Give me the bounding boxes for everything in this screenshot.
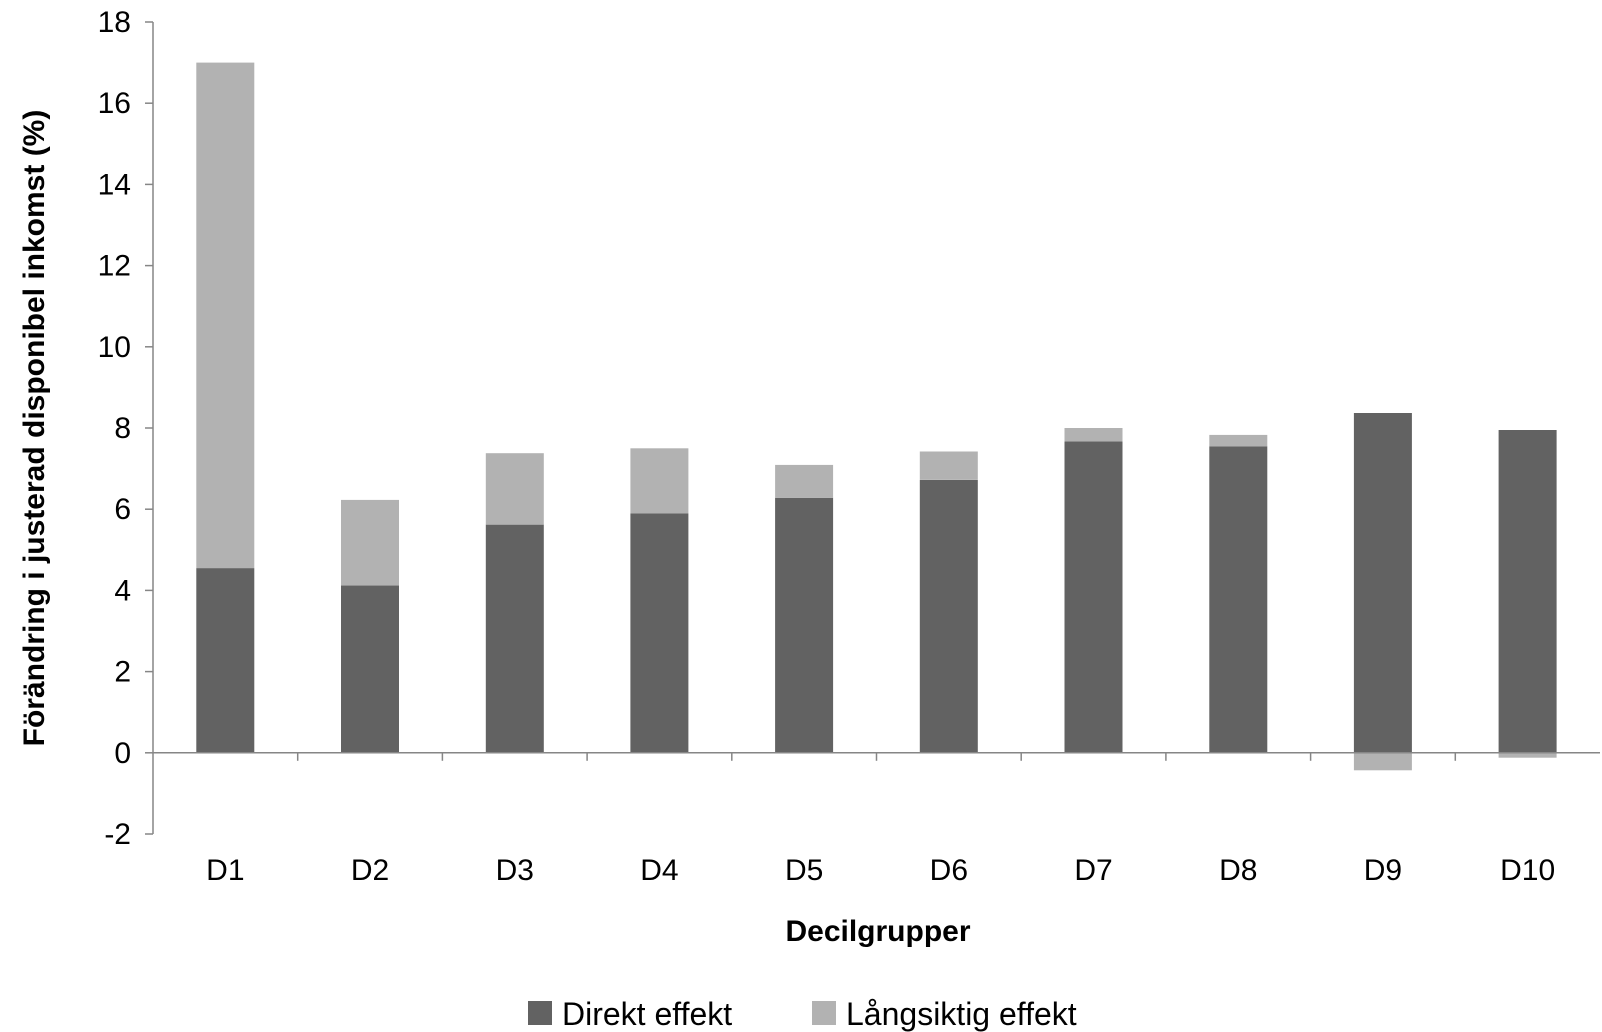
- legend-item-1: Direkt effekt: [528, 996, 732, 1032]
- x-tick-label-d7: D7: [1074, 854, 1112, 887]
- bar-d6-series-2: [919, 451, 978, 480]
- bar-d8-series-2: [1209, 434, 1268, 447]
- y-tick-label: 0: [114, 737, 131, 770]
- y-tick-label: 10: [98, 331, 131, 364]
- legend-label: Långsiktig effekt: [846, 996, 1077, 1032]
- bar-d9-series-1: [1353, 413, 1412, 753]
- legend: Direkt effekt Långsiktig effekt: [528, 996, 1077, 1032]
- x-tick-label-d5: D5: [785, 854, 823, 887]
- bar-d4-series-1: [630, 513, 689, 753]
- legend-item-2: Långsiktig effekt: [812, 996, 1077, 1032]
- x-tick-label-d2: D2: [351, 854, 389, 887]
- bar-d7-series-1: [1064, 441, 1123, 753]
- legend-swatch: [812, 1001, 836, 1025]
- y-tick-label: 6: [114, 493, 131, 526]
- bar-d8-series-1: [1209, 446, 1268, 753]
- y-tick-label: 16: [98, 87, 131, 120]
- x-tick-label-d6: D6: [930, 854, 968, 887]
- bar-d2-series-1: [341, 585, 399, 753]
- y-tick-label: 2: [114, 656, 131, 689]
- bar-d3-series-2: [485, 453, 544, 525]
- bar-d9-series-2: [1353, 752, 1412, 771]
- bar-d7-series-2: [1064, 428, 1123, 442]
- bar-d5-series-1: [775, 497, 834, 753]
- y-tick-label: -2: [104, 818, 131, 851]
- x-tick-label-d4: D4: [640, 854, 678, 887]
- bar-d6-series-1: [919, 480, 978, 753]
- x-tick-label-d9: D9: [1364, 854, 1402, 887]
- bar-d10-series-2: [1498, 752, 1557, 758]
- y-axis-title: Förändring i justerad disponibel inkomst…: [18, 110, 51, 747]
- y-tick-label: 14: [98, 168, 131, 201]
- bar-d5-series-2: [775, 464, 834, 498]
- y-tick-label: 12: [98, 250, 131, 283]
- y-tick-label: 4: [114, 574, 131, 607]
- bar-d3-series-1: [485, 524, 544, 753]
- bar-d2-series-2: [341, 499, 399, 586]
- bar-d1-series-1: [196, 568, 255, 753]
- axes-group: [145, 21, 1600, 835]
- y-tick-label: 18: [98, 6, 131, 39]
- x-tick-label-d1: D1: [206, 854, 244, 887]
- x-tick-label-d10: D10: [1500, 854, 1555, 887]
- legend-swatch: [528, 1001, 552, 1025]
- y-tick-label: 8: [114, 412, 131, 445]
- bar-d4-series-2: [630, 448, 689, 514]
- bar-d1-series-2: [196, 62, 255, 569]
- legend-label: Direkt effekt: [562, 996, 732, 1032]
- x-tick-label-d3: D3: [496, 854, 534, 887]
- bars-group: [196, 62, 1557, 771]
- bar-d10-series-1: [1498, 430, 1557, 753]
- tick-labels-group: -2 0 2 4 6 8 10 12 14 16 18 D1 D2 D3 D4 D5 D6 D7 D8 D9 D10: [98, 6, 1556, 887]
- x-tick-label-d8: D8: [1219, 854, 1257, 887]
- x-axis-title: Decilgrupper: [785, 915, 970, 948]
